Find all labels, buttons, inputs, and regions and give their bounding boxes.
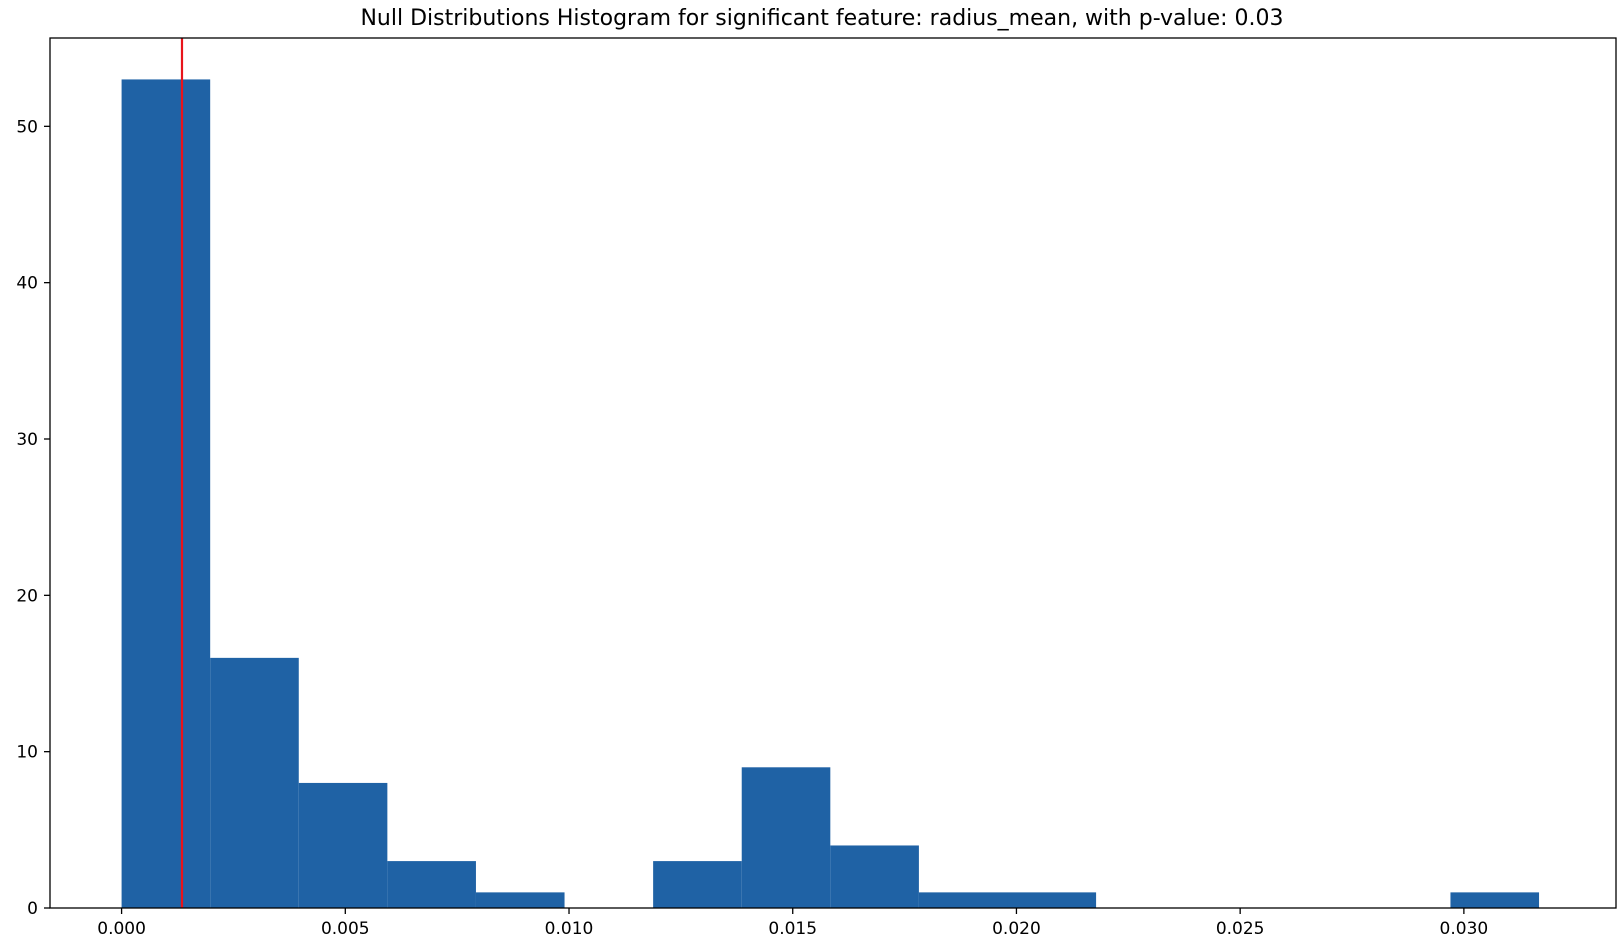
y-axis: 0 10 20 30 40 50 [16, 117, 50, 919]
x-tick-label: 0.025 [1216, 919, 1265, 939]
histogram-bar [210, 657, 299, 908]
y-tick-label: 40 [16, 274, 38, 294]
chart-title: Null Distributions Histogram for signifi… [360, 6, 1283, 31]
histogram-bar [387, 861, 476, 908]
histogram-bar [830, 845, 919, 908]
y-tick-label: 30 [16, 430, 38, 450]
x-tick-label: 0.005 [321, 919, 370, 939]
histogram-bar [918, 892, 1008, 908]
x-tick-label: 0.020 [992, 919, 1041, 939]
x-tick-label: 0.010 [545, 919, 594, 939]
histogram-bar [475, 892, 565, 908]
x-tick-label: 0.030 [1440, 919, 1489, 939]
x-axis: 0.000 0.005 0.010 0.015 0.020 0.025 0.030 [97, 908, 1488, 939]
histogram-bars [121, 79, 1540, 908]
y-tick-label: 20 [16, 586, 38, 606]
y-tick-label: 10 [16, 743, 38, 763]
x-tick-label: 0.000 [97, 919, 146, 939]
histogram-bar [653, 861, 742, 908]
plot-frame [49, 37, 1617, 909]
histogram-bar [1450, 892, 1540, 908]
histogram-bar [298, 782, 388, 908]
y-tick-label: 0 [27, 899, 38, 919]
y-tick-label: 50 [16, 117, 38, 137]
x-tick-label: 0.015 [768, 919, 817, 939]
histogram-bar [741, 767, 831, 908]
histogram-bar [1007, 892, 1097, 908]
histogram-bar [121, 79, 211, 908]
